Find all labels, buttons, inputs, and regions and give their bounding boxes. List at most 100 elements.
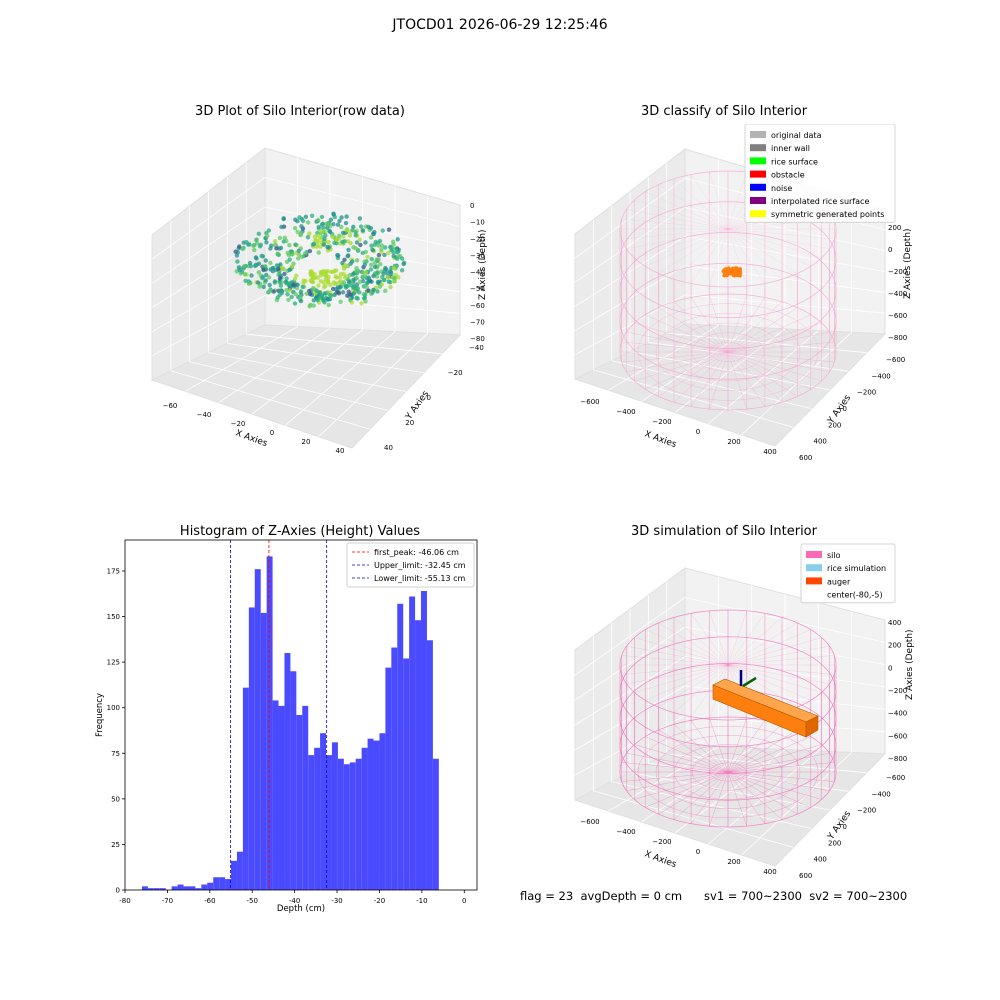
silo-top-spoke bbox=[727, 228, 835, 240]
legend-label: rice surface bbox=[771, 157, 818, 166]
silo-floor-ring bbox=[691, 753, 765, 791]
y-tick-label: −400 bbox=[872, 372, 891, 380]
status-text: flag = 23 avgDepth = 0 cm sv1 = 700~2300… bbox=[520, 889, 908, 903]
raw-point bbox=[363, 270, 369, 275]
histogram-bar bbox=[373, 740, 380, 890]
raw-point bbox=[292, 301, 298, 306]
silo-top-spoke bbox=[727, 664, 822, 693]
classify-3d-wire bbox=[619, 170, 837, 411]
raw-point bbox=[336, 291, 342, 296]
simulation-3d-xticks: −600 −400 −200 0 200 400 bbox=[580, 818, 776, 876]
raw-point bbox=[325, 244, 330, 250]
raw-point bbox=[307, 304, 312, 309]
raw-point bbox=[380, 228, 385, 233]
silo-top-spoke bbox=[621, 218, 729, 230]
raw-point bbox=[275, 251, 280, 256]
legend-box bbox=[800, 543, 896, 604]
simulation-3d-zlabel: Z Axies (Depth) bbox=[905, 629, 915, 700]
raw-point bbox=[325, 222, 331, 228]
raw-point bbox=[260, 276, 265, 281]
raw-point bbox=[253, 262, 258, 268]
raw-point bbox=[346, 253, 351, 258]
x-tick-label: −400 bbox=[616, 828, 635, 836]
histogram-bar bbox=[421, 591, 427, 890]
silo-top-spoke bbox=[658, 664, 729, 708]
raw-point bbox=[266, 275, 272, 280]
silo-top-spoke bbox=[709, 171, 729, 230]
z-tick-label: 0 bbox=[888, 246, 892, 254]
x-tick-label: −600 bbox=[580, 818, 599, 826]
z-tick-label: −70 bbox=[470, 318, 485, 326]
silo-top-spoke bbox=[727, 228, 811, 267]
histogram-bar bbox=[248, 607, 255, 890]
y-tick-label: 40 bbox=[384, 444, 393, 452]
raw-point bbox=[364, 281, 369, 286]
histogram-bar bbox=[147, 888, 154, 890]
center-y-arrow bbox=[742, 676, 757, 688]
histogram-bars bbox=[141, 556, 439, 890]
raw-point bbox=[289, 294, 294, 300]
raw-point bbox=[350, 227, 355, 233]
raw-point bbox=[238, 271, 243, 276]
raw-point bbox=[274, 246, 279, 251]
histogram-plot: -80 -70 -60 -50 -40 -30 -20 -10 0 0 25 50 75 100 125 1… bbox=[95, 539, 478, 914]
raw-point bbox=[395, 237, 400, 242]
classify-3d-zticks: 200 0 −200 −400 −600 −800 bbox=[888, 224, 907, 342]
silo-top-spoke bbox=[621, 655, 729, 666]
histogram-bar bbox=[290, 671, 297, 890]
raw-point bbox=[276, 266, 281, 272]
raw-point bbox=[298, 295, 303, 300]
simulation-3d-zticks: 400 200 0 −200 −400 −600 −800 bbox=[888, 619, 907, 763]
raw-point bbox=[279, 265, 284, 270]
legend-box bbox=[744, 124, 896, 223]
z-tick-label: −40 bbox=[470, 269, 485, 277]
raw-point bbox=[382, 252, 387, 258]
histogram-bar bbox=[183, 886, 190, 890]
raw-point bbox=[339, 215, 344, 220]
raw-point bbox=[311, 286, 316, 291]
y-tick-label: −600 bbox=[886, 356, 905, 364]
raw-point bbox=[301, 280, 306, 286]
z-tick-label: −800 bbox=[888, 755, 907, 763]
raw-point bbox=[261, 267, 266, 273]
x-tick-label: −20 bbox=[231, 420, 246, 428]
raw-point bbox=[346, 247, 351, 253]
raw-point bbox=[278, 283, 284, 288]
raw-point bbox=[241, 264, 247, 269]
raw-point bbox=[376, 257, 381, 262]
z-tick-label: 200 bbox=[888, 642, 901, 650]
raw-point bbox=[359, 224, 364, 229]
raw-point bbox=[319, 214, 325, 220]
raw-point bbox=[284, 288, 289, 293]
y-tick-label: 25 bbox=[111, 841, 120, 849]
classify-plot-title: 3D classify of Silo Interior bbox=[640, 104, 808, 119]
raw-point bbox=[355, 296, 360, 301]
obstacle-point bbox=[722, 273, 726, 278]
raw-point bbox=[316, 224, 321, 230]
legend-label: silo bbox=[827, 551, 841, 560]
silo-floor-ring bbox=[709, 762, 747, 782]
raw-point bbox=[362, 262, 367, 267]
z-tick-label: 0 bbox=[470, 202, 474, 210]
raw-point bbox=[320, 221, 326, 226]
silo-floor-ring bbox=[655, 313, 801, 391]
x-tick-label: 40 bbox=[336, 447, 345, 455]
raw-point bbox=[363, 240, 368, 245]
simulation-3d-auger bbox=[712, 670, 819, 738]
raw-point bbox=[255, 280, 261, 285]
silo-top-spoke bbox=[727, 664, 798, 708]
raw-point bbox=[289, 264, 294, 269]
raw-point bbox=[310, 242, 316, 247]
histogram-bar bbox=[409, 596, 416, 890]
raw-point bbox=[383, 288, 388, 293]
legend-label: Upper_limit: -32.45 cm bbox=[374, 561, 466, 570]
obstacle-point bbox=[732, 270, 736, 274]
silo-top-spoke bbox=[727, 171, 747, 230]
raw-point bbox=[337, 233, 342, 238]
grid-line bbox=[741, 332, 852, 436]
silo-top-spoke bbox=[727, 655, 835, 666]
raw-point bbox=[240, 246, 245, 252]
raw-point bbox=[310, 274, 315, 280]
